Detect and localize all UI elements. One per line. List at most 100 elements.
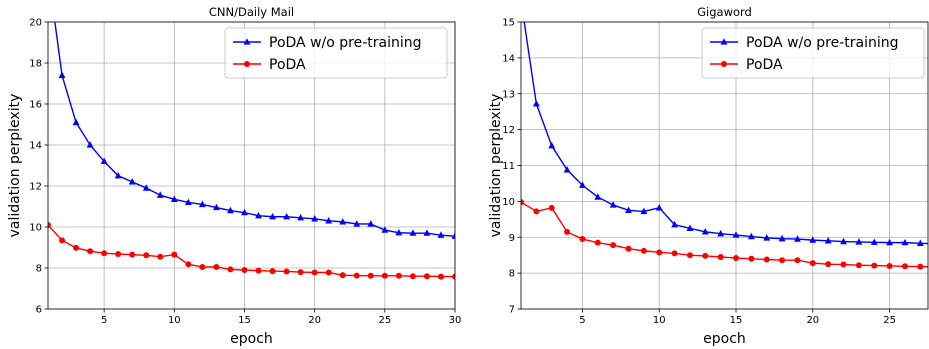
- data-point: [656, 249, 663, 256]
- legend-box: [224, 27, 448, 79]
- data-point: [548, 141, 556, 149]
- data-point: [115, 251, 122, 258]
- legend-label: PoDA w/o pre-training: [269, 35, 422, 51]
- data-point: [199, 263, 206, 270]
- plot-frame: [520, 21, 929, 310]
- legend-item-poda: PoDA: [710, 57, 783, 73]
- data-point: [563, 166, 571, 173]
- y-tick-label: 15: [502, 18, 515, 29]
- legend-label: PoDA: [746, 57, 783, 73]
- data-point: [297, 269, 304, 276]
- data-point: [100, 157, 108, 165]
- data-point: [763, 256, 770, 263]
- data-point: [886, 262, 893, 269]
- data-point: [717, 229, 725, 237]
- data-point: [794, 235, 801, 242]
- y-tick-label: 6: [36, 305, 42, 316]
- data-point: [198, 200, 206, 208]
- data-point: [625, 245, 632, 252]
- data-point: [733, 255, 740, 262]
- data-point: [59, 237, 66, 244]
- data-point: [157, 253, 164, 260]
- legend-label: PoDA: [269, 57, 306, 73]
- data-point: [825, 261, 832, 268]
- data-point: [747, 232, 755, 240]
- y-tick-label: 12: [29, 182, 42, 193]
- legend-marker: [720, 38, 728, 45]
- x-tick-label: 15: [730, 315, 743, 326]
- data-point: [779, 257, 786, 264]
- data-point: [655, 204, 663, 211]
- data-point: [269, 268, 276, 275]
- data-point: [532, 99, 540, 107]
- data-point: [917, 263, 924, 270]
- data-point: [671, 250, 678, 257]
- series-line: [521, 201, 928, 268]
- data-point: [610, 242, 617, 249]
- y-tick-label: 16: [29, 100, 42, 111]
- x-tick-label: 30: [449, 315, 462, 326]
- data-point: [855, 238, 863, 245]
- data-point: [86, 141, 94, 148]
- chart-panel-cnn-dailymail: 5 10 15 20 25 30 6 8 10 12 14 16 18 20 CNN/Daily Mail e…: [7, 5, 462, 347]
- data-point: [255, 267, 262, 274]
- data-point: [870, 238, 878, 245]
- data-point: [367, 272, 374, 279]
- y-axis-label: validation perplexity: [7, 94, 23, 238]
- plot-frame: [47, 21, 456, 310]
- data-point: [143, 252, 150, 259]
- data-point: [128, 178, 136, 185]
- y-tick-label: 14: [29, 141, 42, 152]
- data-point: [227, 206, 234, 214]
- legend-marker: [243, 38, 251, 45]
- data-point: [367, 220, 375, 227]
- series-line: [48, 224, 455, 278]
- data-point: [339, 218, 347, 225]
- data-point: [339, 272, 346, 279]
- legend: PoDA w/o pre-training PoDA: [224, 27, 448, 79]
- plot-area: [48, 22, 455, 280]
- data-point: [564, 228, 571, 235]
- data-point: [609, 201, 617, 208]
- data-point: [409, 273, 416, 280]
- data-point: [778, 234, 786, 242]
- x-tick-label: 5: [579, 315, 585, 326]
- data-point: [129, 251, 136, 258]
- x-axis-label: epoch: [230, 331, 273, 347]
- data-point: [518, 0, 525, 3]
- legend-item-poda-w-o-pre-training: PoDA w/o pre-training: [710, 35, 899, 51]
- data-point: [901, 263, 908, 270]
- data-point: [353, 220, 361, 227]
- data-point: [594, 193, 602, 200]
- data-point: [114, 171, 122, 179]
- data-point: [283, 268, 290, 275]
- data-point: [381, 226, 389, 233]
- x-tick-label: 10: [168, 315, 181, 326]
- series-poda-w-o-pre-training: [518, 0, 928, 247]
- x-tick-label: 25: [883, 315, 896, 326]
- data-point: [533, 208, 540, 215]
- data-point: [156, 191, 164, 198]
- data-point: [227, 266, 234, 273]
- data-point: [423, 229, 431, 236]
- data-point: [840, 261, 847, 268]
- data-point: [686, 252, 693, 259]
- y-tick-label: 20: [29, 18, 42, 29]
- data-point: [686, 224, 694, 231]
- data-point: [579, 236, 586, 243]
- data-point: [241, 267, 248, 274]
- data-point: [87, 248, 94, 255]
- chart-title: Gigaword: [697, 5, 752, 19]
- legend-marker: [721, 61, 727, 67]
- data-point: [325, 217, 333, 224]
- data-point: [213, 263, 220, 270]
- y-tick-label: 18: [29, 59, 42, 70]
- data-point: [381, 272, 388, 279]
- chart-title: CNN/Daily Mail: [209, 5, 294, 19]
- data-point: [212, 203, 220, 211]
- data-point: [185, 261, 192, 268]
- y-tick-label: 8: [509, 269, 515, 280]
- data-point: [170, 195, 178, 202]
- legend-label: PoDA w/o pre-training: [746, 35, 899, 51]
